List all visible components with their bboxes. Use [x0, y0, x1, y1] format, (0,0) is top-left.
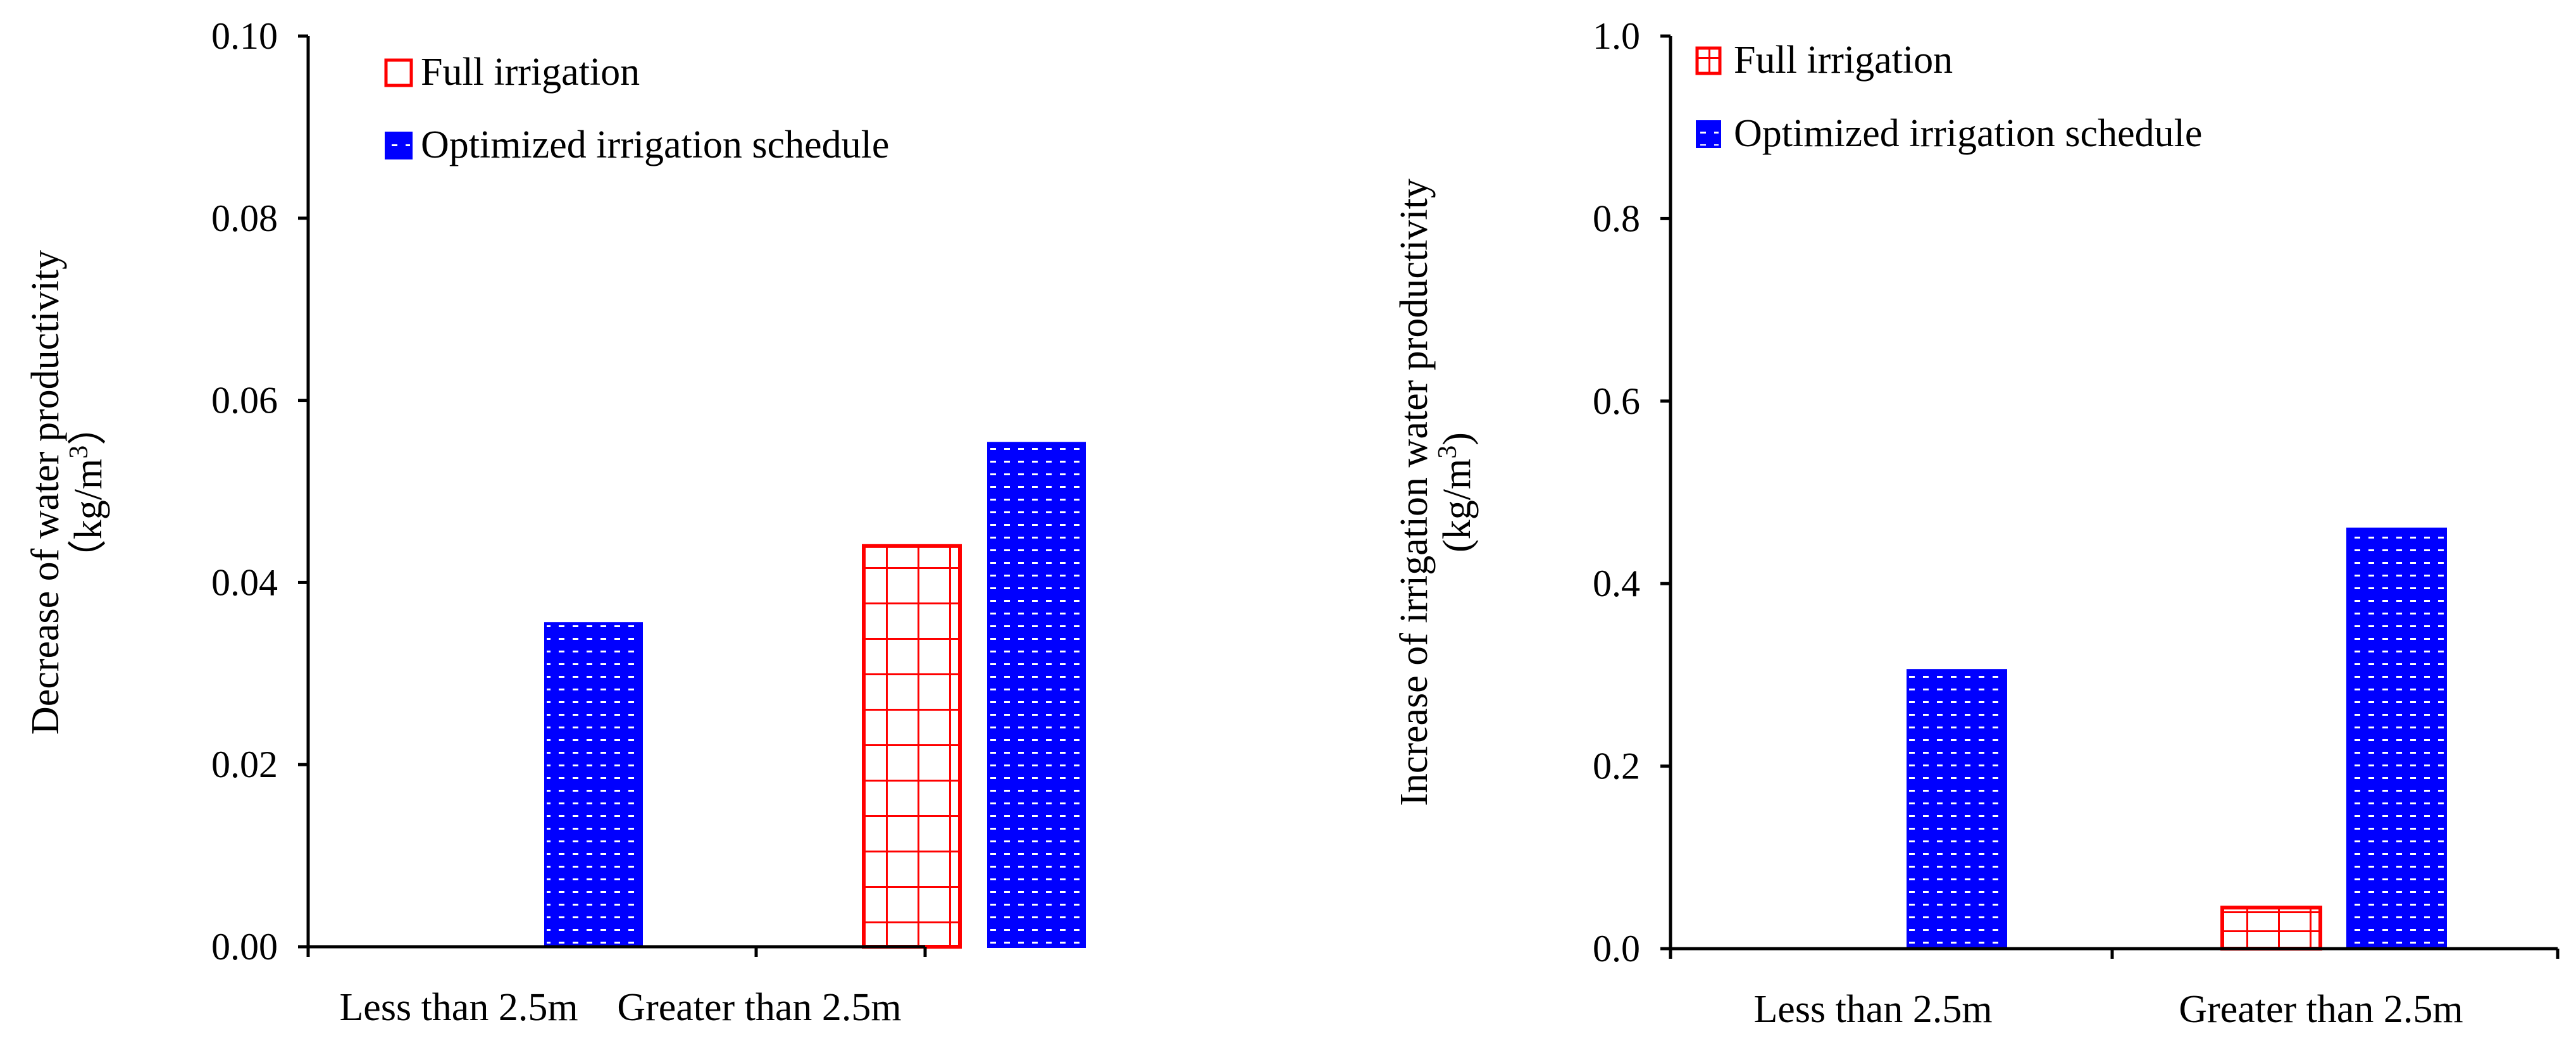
y-tick-label: 0.10: [211, 15, 278, 57]
svg-text:Decrease of water productivity: Decrease of water productivity: [24, 250, 67, 735]
svg-text:Increase of irrigation water p: Increase of irrigation water productivit…: [1393, 178, 1436, 806]
y-tick-label: 0.02: [211, 744, 278, 785]
bar-full-irrigation-1: [2220, 906, 2322, 951]
x-tick-label: Less than 2.5m: [1753, 988, 1992, 1031]
legend-swatch-optimized: [1696, 120, 1721, 148]
legend-swatch-optimized: [385, 132, 413, 159]
chart-panel-water-productivity: 0.000.020.040.060.080.10 Less than 2.5m …: [24, 15, 1086, 1029]
y-tick-label: 0.0: [1593, 928, 1640, 970]
x-ticks: [306, 947, 927, 957]
y-tick-label: 0.4: [1593, 563, 1640, 604]
y-tick-label: 1.0: [1593, 15, 1640, 57]
bars-group: [1907, 527, 2447, 951]
y-axis-title: Decrease of water productivity （kg/m3）: [24, 250, 110, 735]
bar-optimized-1: [987, 442, 1086, 948]
x-tick-label: Less than 2.5m: [339, 986, 578, 1029]
bars-group: [544, 442, 1086, 949]
y-axis-title: Increase of irrigation water productivit…: [1393, 178, 1479, 806]
legend-swatch-full-irrigation: [1695, 46, 1722, 75]
legend-swatch-full-irrigation: [384, 58, 413, 87]
y-tick-label: 0.08: [211, 197, 278, 239]
y-tick-label: 0.6: [1593, 380, 1640, 422]
legend-label-full-irrigation: Full irrigation: [421, 51, 640, 94]
legend: Full irrigation Optimized irrigation sch…: [384, 51, 889, 166]
bar-optimized-0: [544, 622, 643, 949]
y-tick-label: 0.06: [211, 380, 278, 421]
bar-optimized-1: [2346, 527, 2447, 950]
x-tick-label: Greater than 2.5m: [617, 986, 901, 1029]
legend: Full irrigation Optimized irrigation sch…: [1695, 39, 2202, 155]
y-tick-label: 0.8: [1593, 197, 1640, 239]
legend-label-optimized: Optimized irrigation schedule: [1734, 112, 2202, 155]
y-tick-label: 0.2: [1593, 745, 1640, 787]
y-tick-label: 0.04: [211, 561, 278, 603]
bar-full-irrigation-1: [862, 544, 962, 949]
y-tick-label: 0.00: [211, 926, 278, 968]
y-ticks: 0.00 0.02 0.04 0.06 0.08 0.10: [211, 15, 308, 968]
svg-text:（kg/m3）: （kg/m3）: [65, 406, 110, 578]
legend-label-full-irrigation: Full irrigation: [1734, 39, 1953, 82]
x-tick-label: Greater than 2.5m: [2179, 988, 2463, 1031]
svg-text:(kg/m3): (kg/m3): [1433, 432, 1479, 552]
y-ticks: 0.0 0.2 0.4 0.6 0.8 1.0: [1593, 15, 1671, 970]
legend-label-optimized: Optimized irrigation schedule: [421, 123, 889, 166]
chart-panel-irrigation-water-productivity: 0.0 0.2 0.4 0.6 0.8 1.0 Less than 2.5m Greate…: [1393, 15, 2560, 1031]
x-ticks: [1669, 949, 2560, 959]
bar-optimized-0: [1907, 669, 2007, 950]
